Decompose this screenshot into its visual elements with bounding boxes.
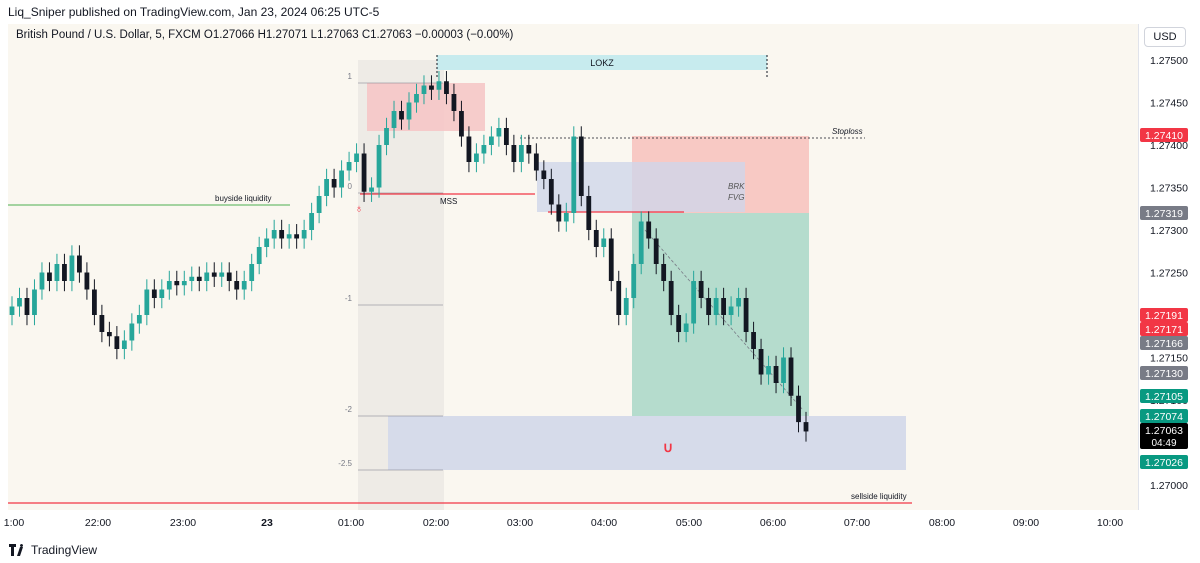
tradingview-logo[interactable]: TradingView bbox=[9, 543, 97, 557]
currency-button[interactable]: USD bbox=[1144, 27, 1186, 47]
footer bbox=[0, 536, 1200, 563]
chart-pane[interactable] bbox=[8, 24, 1138, 510]
brand-label: TradingView bbox=[31, 543, 98, 557]
price-axis[interactable] bbox=[1138, 24, 1200, 510]
publish-header: Liq_Sniper published on TradingView.com,… bbox=[0, 0, 1200, 24]
time-axis[interactable] bbox=[0, 510, 1200, 536]
symbol-legend: British Pound / U.S. Dollar, 5, FXCM O1.… bbox=[16, 29, 514, 41]
tradingview-logo-icon bbox=[9, 544, 24, 556]
publisher-line: Liq_Sniper published on TradingView.com,… bbox=[8, 5, 380, 19]
